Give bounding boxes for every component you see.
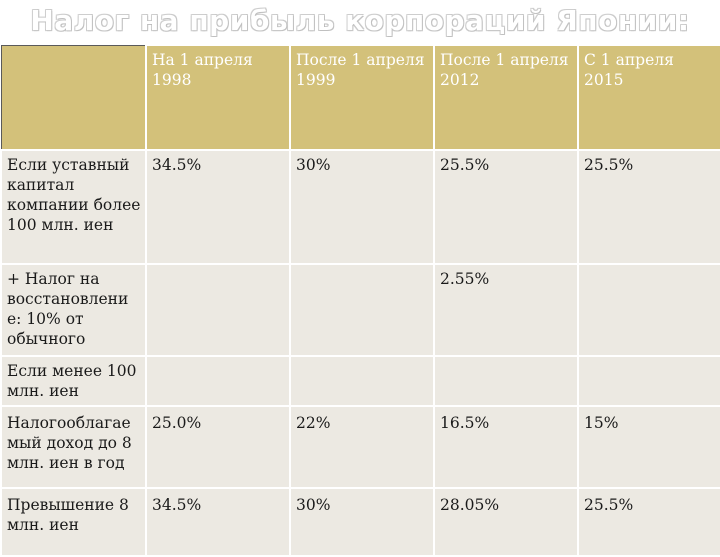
table-cell: 25.5% bbox=[577, 149, 720, 265]
page-title: Налог на прибыль корпораций Японии: bbox=[30, 4, 690, 37]
row-label: Налогооблагае мый доход до 8 млн. иен в … bbox=[0, 405, 147, 489]
table-cell: 25.5% bbox=[433, 149, 579, 265]
row-label: Если менее 100 млн. иен bbox=[0, 355, 147, 407]
table-cell: 25.5% bbox=[577, 487, 720, 557]
table-cell bbox=[289, 355, 435, 407]
table-cell: 30% bbox=[289, 487, 435, 557]
table-cell: 30% bbox=[289, 149, 435, 265]
table-cell bbox=[145, 355, 291, 407]
table-row: Если уставный капитал компании более 100… bbox=[0, 149, 720, 265]
header-cell-1999: После 1 апреля 1999 bbox=[289, 44, 435, 151]
table-row: Если менее 100 млн. иен bbox=[0, 355, 720, 407]
header-cell-1998: На 1 апреля 1998 bbox=[145, 44, 291, 151]
table-cell: 34.5% bbox=[145, 149, 291, 265]
table-cell: 22% bbox=[289, 405, 435, 489]
table-row: Налогооблагае мый доход до 8 млн. иен в … bbox=[0, 405, 720, 489]
table-cell bbox=[577, 263, 720, 357]
table-cell: 2.55% bbox=[433, 263, 579, 357]
table-cell: 25.0% bbox=[145, 405, 291, 489]
table-cell: 16.5% bbox=[433, 405, 579, 489]
table-row: Превышение 8 млн. иен 34.5% 30% 28.05% 2… bbox=[0, 487, 720, 557]
table-cell: 34.5% bbox=[145, 487, 291, 557]
header-corner-cell bbox=[0, 44, 147, 151]
table-cell bbox=[433, 355, 579, 407]
table-cell: 28.05% bbox=[433, 487, 579, 557]
row-label: Если уставный капитал компании более 100… bbox=[0, 149, 147, 265]
header-cell-2012: После 1 апреля 2012 bbox=[433, 44, 579, 151]
table-cell bbox=[145, 263, 291, 357]
table-cell bbox=[577, 355, 720, 407]
tax-rate-table: На 1 апреля 1998 После 1 апреля 1999 Пос… bbox=[0, 44, 720, 557]
table-header-row: На 1 апреля 1998 После 1 апреля 1999 Пос… bbox=[0, 44, 720, 151]
table-row: + Налог на восстановлени е: 10% от обычн… bbox=[0, 263, 720, 357]
table-cell bbox=[289, 263, 435, 357]
row-label: Превышение 8 млн. иен bbox=[0, 487, 147, 557]
table-cell: 15% bbox=[577, 405, 720, 489]
header-cell-2015: С 1 апреля 2015 bbox=[577, 44, 720, 151]
row-label: + Налог на восстановлени е: 10% от обычн… bbox=[0, 263, 147, 357]
